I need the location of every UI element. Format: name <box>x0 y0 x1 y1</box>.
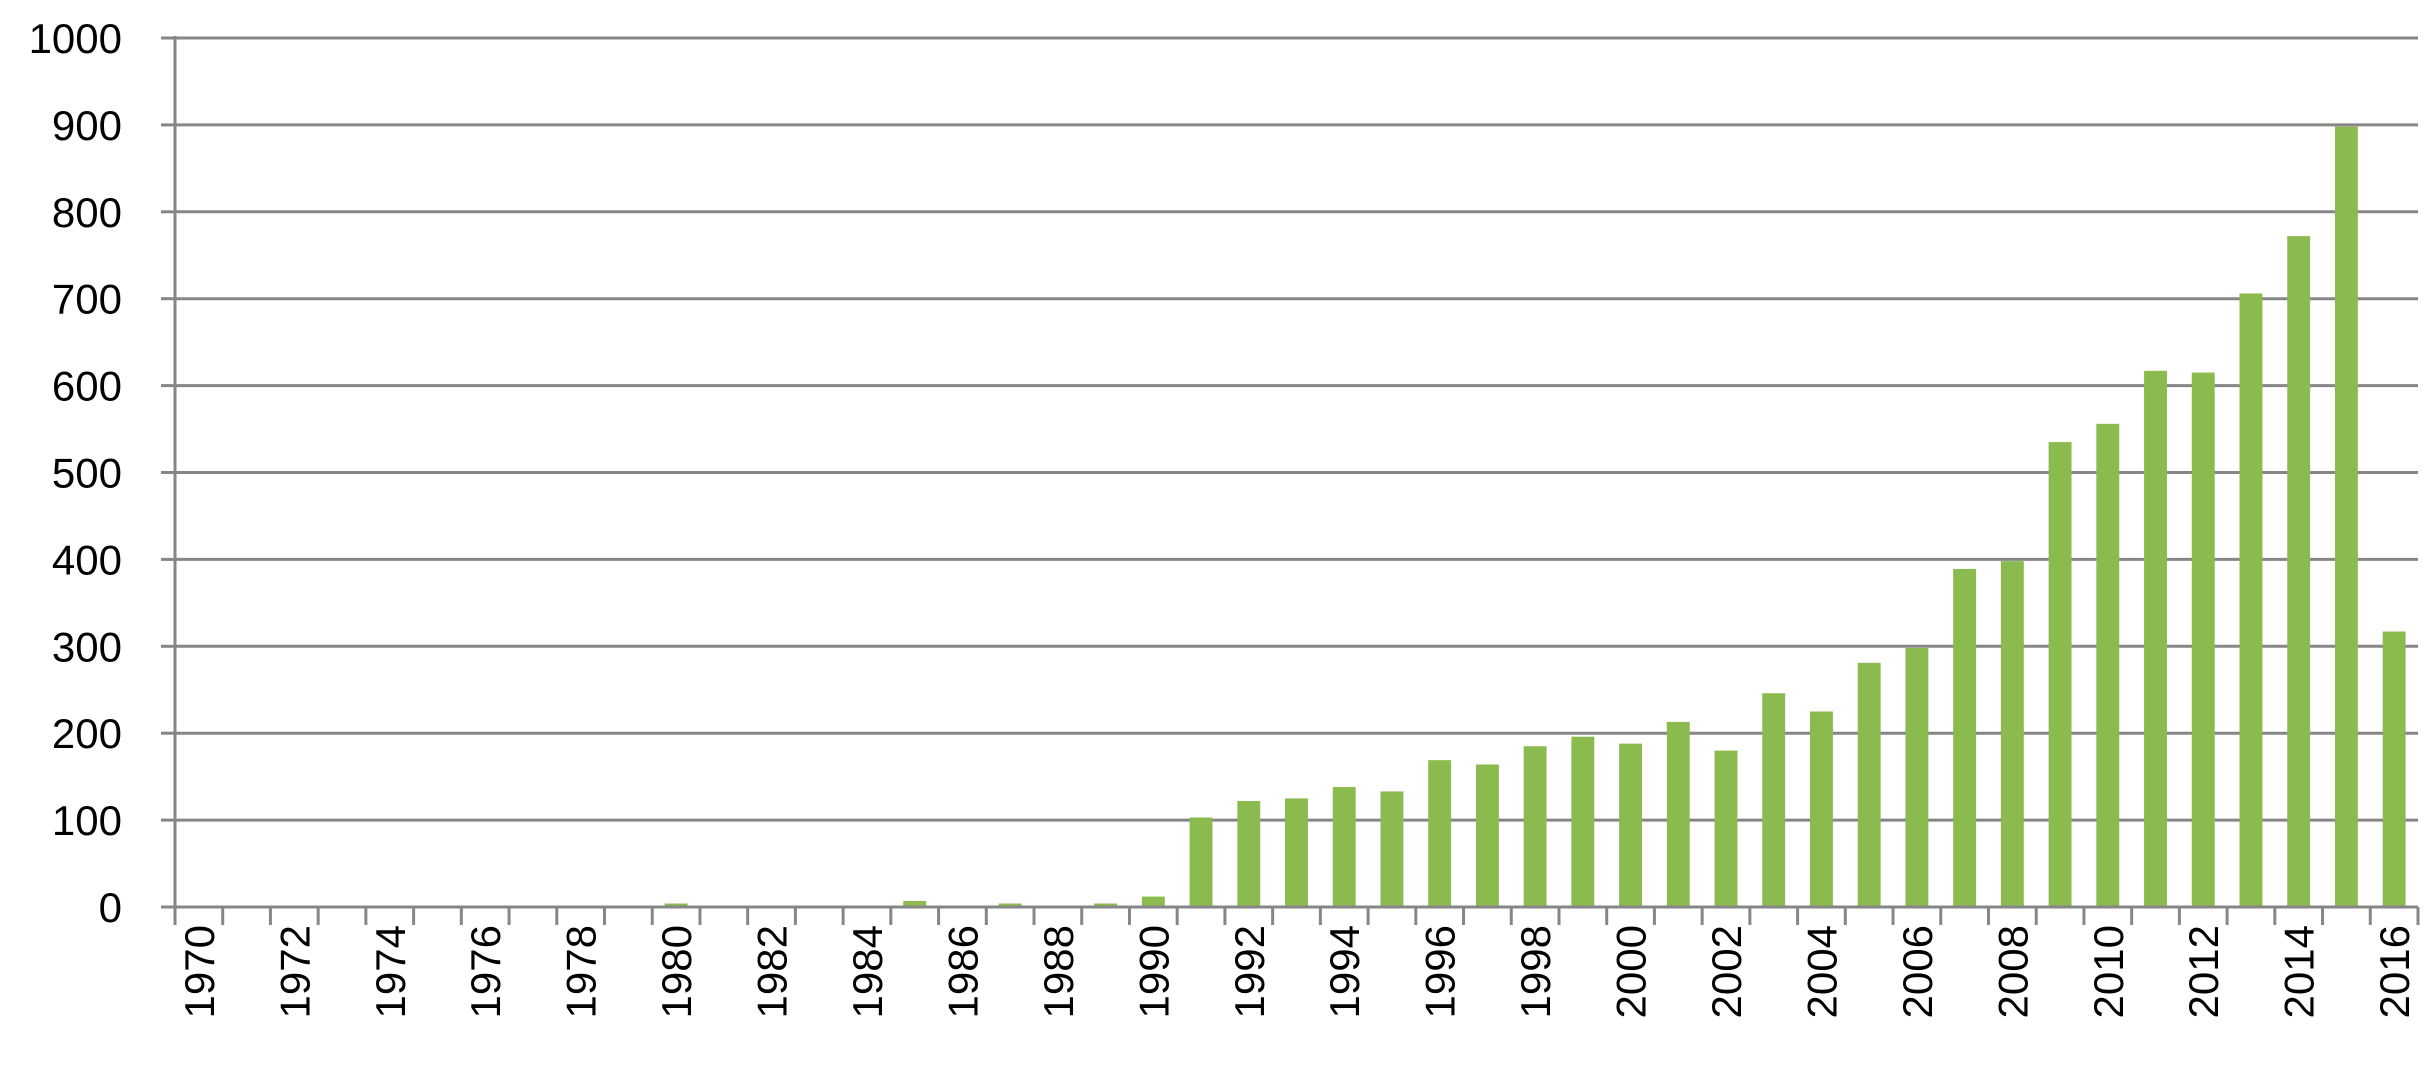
x-tick-label: 1986 <box>939 925 986 1018</box>
y-tick-label: 200 <box>52 710 122 757</box>
bar-1993 <box>1285 798 1308 907</box>
x-tick-label: 2012 <box>2180 925 2227 1018</box>
x-tick-label: 2004 <box>1798 925 1845 1018</box>
bar-1991 <box>1189 817 1213 907</box>
x-tick-label: 2014 <box>2276 925 2323 1018</box>
bar-2013 <box>2239 293 2263 908</box>
x-tick-label: 1976 <box>462 925 509 1018</box>
bar-1997 <box>1475 764 1499 907</box>
x-tick-label: 1990 <box>1130 925 1177 1018</box>
bar-2005 <box>1857 662 1881 907</box>
bar-2007 <box>1953 568 1977 907</box>
axes <box>161 36 2420 925</box>
x-tick-label: 2006 <box>1894 925 1941 1018</box>
y-tick-labels: 0 100 200 300 400 500 600 700 800 900 1000 <box>29 15 122 931</box>
bar-1996 <box>1428 760 1452 907</box>
bar-2011 <box>2144 370 2167 907</box>
x-tick-label: 1988 <box>1035 925 1082 1018</box>
x-tick-label: 1994 <box>1321 925 1368 1018</box>
y-tick-label: 500 <box>52 450 122 497</box>
bar-2015 <box>2334 126 2358 907</box>
y-tick-label: 400 <box>52 536 122 583</box>
bar-2014 <box>2287 236 2311 907</box>
bar-2002 <box>1714 750 1738 907</box>
x-tick-label: 2016 <box>2371 925 2418 1018</box>
y-tick-label: 600 <box>52 363 122 410</box>
y-tick-label: 900 <box>52 102 122 149</box>
x-tick-label: 1978 <box>558 925 605 1018</box>
bar-2008 <box>2000 561 2024 907</box>
bar-1998 <box>1523 746 1547 907</box>
bar-1990 <box>1141 896 1165 907</box>
bar-2006 <box>1905 648 1929 907</box>
bar-1987 <box>998 903 1022 907</box>
x-tick-label: 1984 <box>844 925 891 1018</box>
bar-1995 <box>1380 791 1404 907</box>
y-tick-label: 700 <box>52 276 122 323</box>
x-tick-label: 1972 <box>271 925 318 1018</box>
y-tick-label: 800 <box>52 189 122 236</box>
y-tick-label: 100 <box>52 797 122 844</box>
bar-2009 <box>2048 442 2072 907</box>
bar-2012 <box>2191 372 2215 907</box>
x-tick-label: 1974 <box>367 925 414 1018</box>
bar-2003 <box>1762 693 1786 907</box>
x-tick-labels: 1970 1972 1974 1976 1978 1980 1982 1984 1986 1988… <box>176 925 2418 1018</box>
bar-1989 <box>1094 903 1118 907</box>
y-tick-label: 1000 <box>29 15 122 62</box>
x-tick-label: 1996 <box>1417 925 1464 1018</box>
x-tick-label: 1980 <box>653 925 700 1018</box>
bar-1999 <box>1571 736 1595 907</box>
bar-1985 <box>903 900 927 907</box>
x-tick-label: 2000 <box>1608 925 1655 1018</box>
gridlines <box>175 36 2418 822</box>
x-tick-label: 1998 <box>1512 925 1559 1018</box>
bar-2004 <box>1810 711 1833 907</box>
bar-1980 <box>664 903 688 907</box>
x-tick-label: 1970 <box>176 925 223 1018</box>
x-tick-label: 2010 <box>2085 925 2132 1018</box>
x-tick-label: 1982 <box>749 925 796 1018</box>
bar-2010 <box>2096 423 2120 907</box>
bars <box>664 126 2406 908</box>
x-tick-label: 1992 <box>1226 925 1273 1018</box>
y-tick-label: 300 <box>52 623 122 670</box>
bar-1992 <box>1237 800 1261 907</box>
x-tick-label: 2002 <box>1703 925 1750 1018</box>
bar-2016 <box>2382 631 2406 907</box>
y-tick-label: 0 <box>99 884 122 931</box>
bar-1994 <box>1332 787 1356 907</box>
x-tick-label: 2008 <box>1989 925 2036 1018</box>
bar-2001 <box>1666 721 1690 907</box>
bar-2000 <box>1619 743 1643 907</box>
